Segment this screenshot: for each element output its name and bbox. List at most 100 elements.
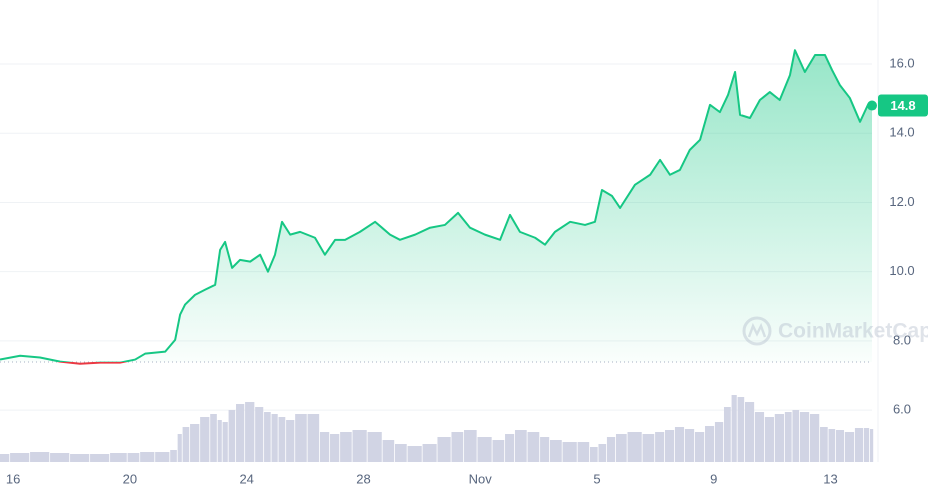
volume-bar	[854, 428, 864, 462]
volume-bar	[236, 404, 245, 462]
volume-bar	[705, 426, 715, 462]
volume-bar	[784, 412, 792, 462]
volume-bar	[674, 427, 685, 462]
x-tick-label: 24	[239, 471, 253, 486]
x-tick-label: 9	[710, 471, 717, 486]
volume-bar	[382, 440, 395, 462]
volume-bar	[286, 420, 295, 462]
volume-bar	[764, 417, 774, 462]
volume-bar	[90, 454, 110, 462]
volume-bar	[527, 432, 540, 462]
y-tick-label: 10.0	[889, 263, 914, 278]
volume-bar	[774, 414, 785, 462]
volume-bar	[177, 434, 182, 462]
volume-bar	[264, 412, 271, 462]
volume-bar	[200, 417, 210, 462]
volume-bar	[799, 412, 810, 462]
volume-bar	[110, 453, 127, 462]
volume-bar	[828, 429, 836, 462]
last-point	[867, 100, 877, 111]
volume-bar	[627, 432, 642, 462]
y-tick-label: 16.0	[889, 55, 914, 70]
volume-bar	[540, 437, 550, 462]
volume-bar	[155, 452, 170, 462]
volume-bar	[684, 429, 695, 462]
volume-bar	[615, 434, 627, 462]
volume-bar	[70, 454, 90, 462]
volume-bar	[869, 429, 874, 462]
volume-bar	[577, 442, 590, 462]
volume-bar	[665, 430, 675, 462]
y-tick-label: 12.0	[889, 194, 914, 209]
volume-bar	[562, 442, 577, 462]
volume-bar	[271, 414, 278, 462]
volume-bar	[245, 402, 255, 462]
y-tick-label: 6.0	[893, 402, 911, 417]
volume-bar	[295, 414, 307, 462]
volume-bar	[754, 412, 765, 462]
volume-bar	[140, 452, 155, 462]
volume-bar	[437, 437, 451, 462]
volume-bar	[844, 432, 855, 462]
volume-bar	[514, 430, 527, 462]
volume-bar	[792, 410, 800, 462]
volume-bar	[407, 446, 422, 462]
y-tick-label: 14.0	[889, 125, 914, 140]
volume-bar	[731, 395, 737, 462]
volume-bar	[549, 440, 562, 462]
volume-bar	[492, 440, 505, 462]
y-tick-label: 8.0	[893, 332, 911, 347]
volume-bar	[745, 402, 755, 462]
volume-bar	[170, 450, 177, 462]
volume-bar	[307, 414, 320, 462]
x-tick-label: 5	[593, 471, 600, 486]
volume-bar	[50, 453, 70, 462]
volume-bar	[714, 422, 724, 462]
volume-bar	[694, 432, 705, 462]
volume-bar	[217, 420, 222, 462]
volume-bar	[367, 432, 382, 462]
volume-bar	[820, 427, 828, 462]
x-tick-label: Nov	[469, 471, 493, 486]
volume-bar	[10, 453, 30, 462]
volume-bar	[394, 444, 407, 462]
volume-bar	[30, 452, 50, 462]
volume-bar	[835, 430, 845, 462]
x-tick-label: 13	[823, 471, 837, 486]
volume-bar	[210, 414, 217, 462]
price-badge	[878, 94, 928, 117]
volume-bar	[278, 417, 286, 462]
volume-bar	[330, 434, 340, 462]
volume-bar	[589, 447, 598, 462]
price-area	[0, 50, 872, 364]
price-line	[0, 49, 873, 365]
watermark-text: CoinMarketCap	[778, 320, 928, 343]
watermark: CoinMarketCap	[742, 316, 928, 346]
volume-bar	[863, 428, 870, 462]
volume-bar	[606, 437, 616, 462]
volume-bar	[222, 422, 228, 462]
volume-bar	[655, 432, 665, 462]
volume-bar	[352, 430, 367, 462]
volume-bar	[228, 410, 236, 462]
volume-bar	[255, 407, 264, 462]
volume-bar	[182, 427, 190, 462]
x-tick-label: 20	[123, 471, 137, 486]
volume-bar	[127, 453, 140, 462]
volume-bar	[809, 414, 820, 462]
volume-bar	[340, 432, 352, 462]
volume-bar	[737, 397, 745, 462]
price-badge-label: 14.8	[890, 98, 915, 113]
volume-bar	[505, 434, 515, 462]
x-tick-label: 28	[356, 471, 370, 486]
volume-bar	[723, 407, 731, 462]
volume-bar	[477, 437, 492, 462]
volume-bar	[422, 444, 437, 462]
volume-bar	[190, 424, 200, 462]
volume-bar	[451, 432, 464, 462]
volume-bar	[598, 444, 607, 462]
volume-bar	[319, 432, 330, 462]
volume-bar	[0, 454, 10, 462]
